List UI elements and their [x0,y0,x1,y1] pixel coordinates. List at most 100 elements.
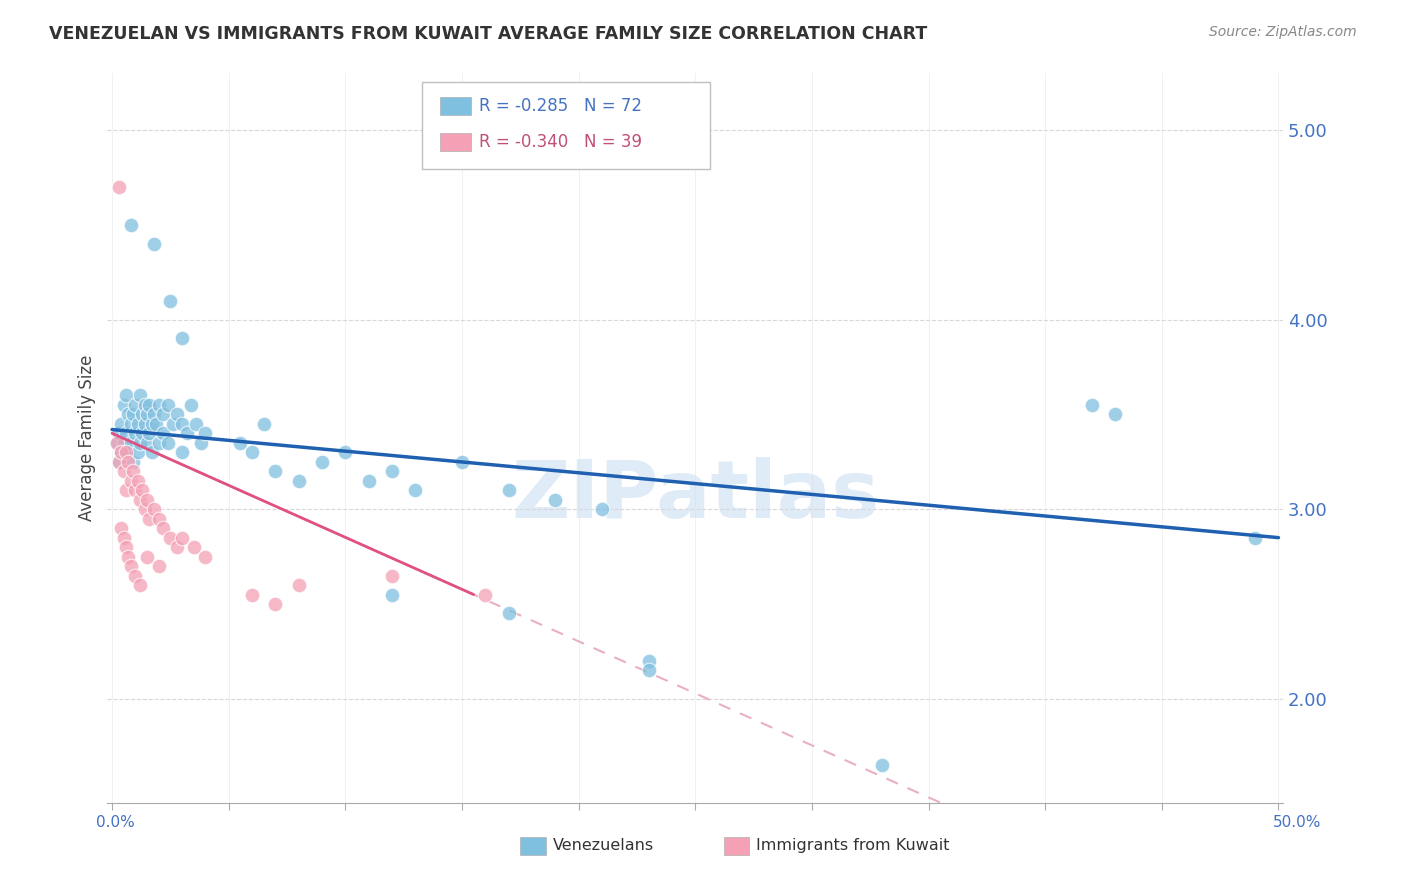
Point [148,398,170,412]
Point [229,435,252,450]
Point [498,607,520,621]
Point [1081,398,1104,412]
Point [129,492,152,507]
Text: 50.0%: 50.0% [1274,815,1322,830]
Point [170,531,193,545]
Point [127,417,149,431]
Point [544,492,567,507]
Point [335,445,357,459]
Point [357,474,380,488]
Point [115,540,138,554]
Point [108,455,131,469]
Point [591,502,613,516]
Point [176,426,198,441]
Point [115,483,138,498]
Point [180,398,202,412]
Point [157,398,180,412]
Point [120,218,142,232]
Point [162,417,184,431]
Point [170,445,193,459]
Point [183,540,205,554]
Point [184,417,207,431]
Point [105,435,128,450]
Point [136,408,159,422]
Point [105,435,128,450]
Point [311,455,333,469]
Point [143,408,166,422]
Point [166,540,188,554]
Point [264,464,287,478]
Point [136,492,159,507]
Point [474,588,496,602]
Point [120,435,142,450]
Point [166,408,188,422]
Point [143,236,166,251]
Point [117,549,139,564]
Point [287,474,309,488]
Point [148,511,170,525]
Point [124,568,146,582]
Point [637,664,659,678]
Point [152,521,174,535]
Point [157,435,180,450]
Point [134,417,156,431]
Point [131,408,153,422]
Point [108,179,131,194]
Point [637,654,659,668]
Point [287,578,309,592]
Point [141,445,163,459]
Point [381,464,404,478]
Point [131,483,153,498]
Point [115,445,138,459]
Point [129,578,152,592]
Point [122,464,145,478]
Point [148,559,170,574]
Point [451,455,474,469]
Point [112,435,135,450]
Point [145,417,167,431]
Point [194,549,217,564]
Point [159,531,181,545]
Point [117,445,139,459]
Point [170,331,193,345]
Point [190,435,212,450]
Point [381,588,404,602]
Text: R = -0.340   N = 39: R = -0.340 N = 39 [479,133,643,151]
Point [159,293,181,308]
Point [110,445,132,459]
Point [138,426,160,441]
Text: R = -0.285   N = 72: R = -0.285 N = 72 [479,97,643,115]
Point [110,417,132,431]
Point [122,408,145,422]
Point [253,417,276,431]
Point [129,388,152,402]
Point [129,435,152,450]
Point [134,502,156,516]
Point [131,426,153,441]
Point [138,398,160,412]
Text: Source: ZipAtlas.com: Source: ZipAtlas.com [1209,25,1357,39]
Point [148,435,170,450]
Point [127,445,149,459]
Point [152,408,174,422]
Point [170,417,193,431]
Point [240,588,263,602]
Text: Venezuelans: Venezuelans [553,838,654,853]
Point [127,474,149,488]
Point [124,483,146,498]
Point [136,549,159,564]
Point [498,483,520,498]
Point [141,417,163,431]
Point [264,597,287,611]
Point [240,445,263,459]
Point [870,758,893,772]
Point [124,426,146,441]
Point [112,464,135,478]
Point [115,426,138,441]
Point [404,483,426,498]
Point [1244,531,1267,545]
Point [134,398,156,412]
Text: Immigrants from Kuwait: Immigrants from Kuwait [756,838,950,853]
Point [152,426,174,441]
Text: VENEZUELAN VS IMMIGRANTS FROM KUWAIT AVERAGE FAMILY SIZE CORRELATION CHART: VENEZUELAN VS IMMIGRANTS FROM KUWAIT AVE… [49,25,928,43]
